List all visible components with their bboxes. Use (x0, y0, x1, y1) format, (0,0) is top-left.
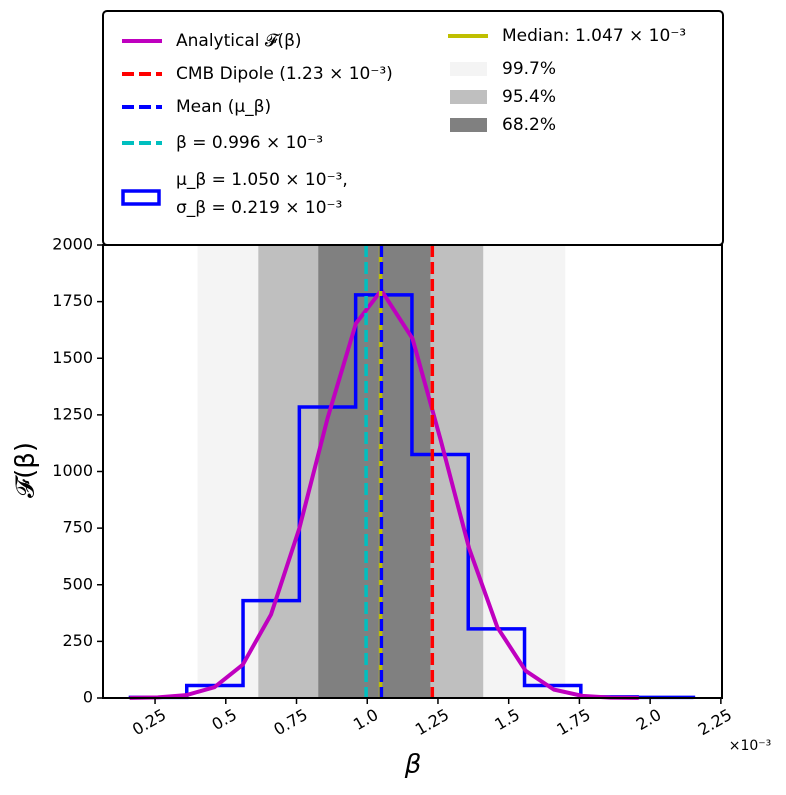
legend-label: 95.4% (502, 87, 556, 107)
x-tick-label: 0.75 (270, 705, 310, 739)
legend-swatch (450, 118, 487, 132)
y-tick-label: 1250 (52, 404, 93, 423)
legend-label: σ_β = 0.219 × 10⁻³ (176, 198, 342, 218)
x-tick-label: 0.5 (208, 705, 240, 734)
y-tick-label: 1750 (52, 291, 93, 310)
legend-label: 68.2% (502, 115, 556, 135)
legend-box (102, 10, 724, 246)
x-tick-label: 1.75 (553, 705, 593, 739)
legend-label: Median: 1.047 × 10⁻³ (502, 26, 686, 46)
legend-label: μ_β = 1.050 × 10⁻³, (176, 170, 348, 190)
y-tick-label: 250 (62, 631, 93, 650)
y-tick-label: 2000 (52, 235, 93, 254)
legend-label: β = 0.996 × 10⁻³ (176, 133, 323, 153)
legend-swatch (450, 62, 487, 76)
legend-label: Mean (μ_β) (176, 97, 271, 117)
legend-label: Analytical 𝓕(β) (176, 31, 302, 51)
x-tick-label: 1.0 (350, 705, 382, 734)
y-tick-label: 500 (62, 574, 93, 593)
y-tick-label: 1000 (52, 461, 93, 480)
plot-area (128, 245, 696, 700)
legend-swatch (121, 189, 161, 206)
x-tick-label: 0.25 (129, 705, 169, 739)
legend-label: CMB Dipole (1.23 × 10⁻³) (176, 64, 393, 84)
y-axis-label: 𝓕(β) (11, 442, 41, 498)
legend-swatch (450, 90, 487, 104)
x-axis-label: β (404, 750, 422, 780)
x-tick-label: 1.5 (491, 705, 523, 734)
legend: Analytical 𝓕(β) CMB Dipole (1.23 × 10⁻³) M… (121, 26, 686, 218)
legend-label: 99.7% (502, 59, 556, 79)
x-tick-label: 1.25 (412, 705, 452, 739)
x-offset-label: ×10⁻³ (729, 738, 772, 754)
y-tick-label: 1500 (52, 348, 93, 367)
x-tick-label: 2.25 (695, 705, 735, 739)
y-tick-label: 750 (62, 518, 93, 537)
y-tick-label: 0 (83, 688, 93, 707)
x-tick-label: 2.0 (633, 705, 665, 734)
